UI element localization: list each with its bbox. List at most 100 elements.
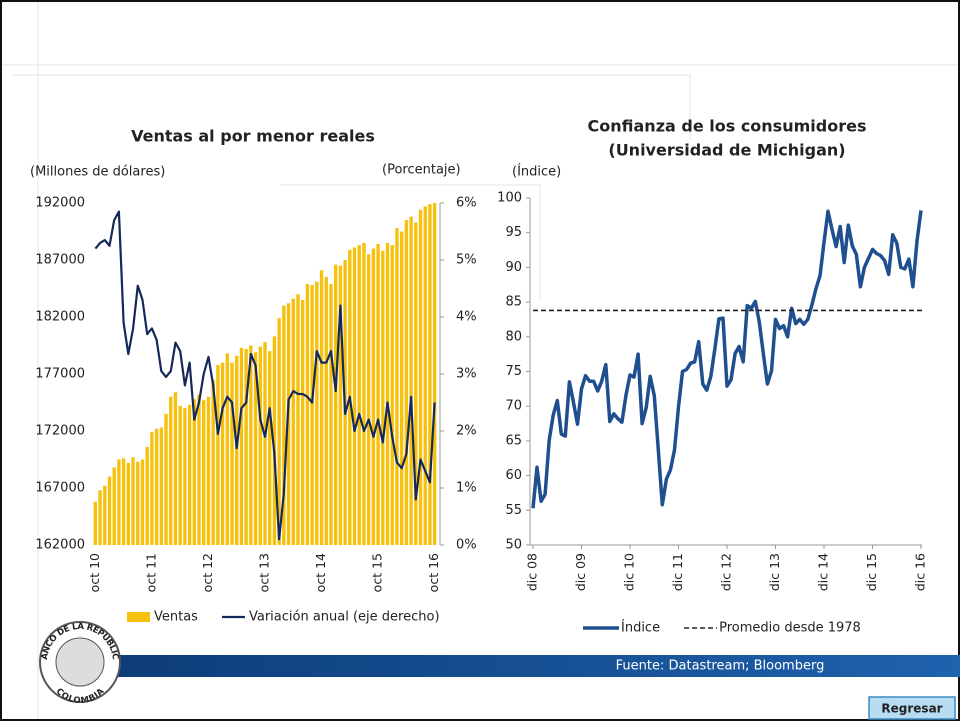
bar <box>333 264 338 545</box>
y-axis-label: (Millones de dólares) <box>30 165 165 180</box>
bar <box>399 231 404 545</box>
bar <box>140 459 145 545</box>
bar <box>225 353 229 545</box>
bar <box>169 396 173 545</box>
bar <box>150 432 154 545</box>
bar <box>310 285 314 545</box>
legend-label: Índice <box>621 620 660 636</box>
bar <box>192 399 197 545</box>
chart-title: Confianza de los consumidores <box>588 117 867 136</box>
bar <box>103 485 107 545</box>
x-tick-label: dic 08 <box>525 553 540 591</box>
button-label[interactable]: Regresar <box>881 702 942 716</box>
x-tick-label: dic 09 <box>573 553 588 591</box>
bar <box>329 283 333 545</box>
y-tick-label: 85 <box>505 295 522 310</box>
x-tick-label: dic 13 <box>767 553 782 591</box>
bar <box>211 379 215 545</box>
y-tick-label: 55 <box>505 503 522 518</box>
y2-tick-label: 6% <box>456 196 477 211</box>
legend-label: Ventas <box>154 610 198 625</box>
bar <box>253 352 258 545</box>
y2-tick-label: 0% <box>456 538 477 553</box>
y-tick-label: 60 <box>505 468 522 483</box>
bar <box>112 467 116 545</box>
bar <box>414 222 418 545</box>
bar <box>244 348 248 545</box>
bar <box>220 362 225 545</box>
y-tick-label: 162000 <box>35 538 85 553</box>
bar <box>98 490 102 545</box>
bar <box>428 204 432 545</box>
x-tick-label: oct 11 <box>143 553 158 592</box>
legend-swatch <box>127 612 150 622</box>
bar <box>178 405 182 545</box>
x-tick-label: oct 15 <box>370 553 385 592</box>
x-tick-label: dic 11 <box>670 553 685 591</box>
legend-label: Promedio desde 1978 <box>719 621 861 636</box>
y-axis-label: (Índice) <box>512 164 561 180</box>
y2-tick-label: 1% <box>456 481 477 496</box>
bar <box>107 476 112 545</box>
bar <box>362 242 366 545</box>
bar <box>385 242 390 545</box>
bar <box>117 459 121 545</box>
footer-bar <box>100 655 960 677</box>
x-tick-label: oct 14 <box>313 553 328 592</box>
bar <box>404 220 409 545</box>
bar <box>432 203 437 545</box>
y2-tick-label: 3% <box>456 367 477 382</box>
y-tick-label: 192000 <box>35 196 85 211</box>
bar <box>296 294 300 545</box>
line <box>531 209 923 509</box>
y2-tick-label: 5% <box>456 253 477 268</box>
chart-subtitle: (Universidad de Michigan) <box>608 141 845 160</box>
bar <box>357 245 361 545</box>
bar <box>282 305 286 545</box>
bar <box>263 342 267 545</box>
bar <box>277 318 281 545</box>
bar <box>305 283 310 545</box>
bar <box>324 277 328 545</box>
bar <box>154 428 159 545</box>
x-tick-label: dic 14 <box>816 553 831 591</box>
bar <box>376 244 380 546</box>
bar <box>395 228 399 545</box>
bar <box>291 298 295 545</box>
bar <box>126 462 131 545</box>
x-tick-label: oct 16 <box>426 553 441 592</box>
bar <box>381 250 385 545</box>
chart-title: Ventas al por menor reales <box>131 127 375 146</box>
bar <box>93 501 98 545</box>
bar <box>315 281 319 545</box>
source: Fuente: Datastream; Bloomberg <box>616 659 825 674</box>
y-tick-label: 50 <box>505 538 522 553</box>
y2-axis-label: (Porcentaje) <box>382 163 461 178</box>
bar <box>390 245 394 545</box>
bar <box>249 345 253 545</box>
bar <box>131 457 135 545</box>
y-tick-label: 80 <box>505 329 522 344</box>
bar <box>352 247 357 545</box>
y-tick-label: 182000 <box>35 310 85 325</box>
x-tick-label: dic 10 <box>622 553 637 591</box>
bar <box>319 270 324 545</box>
bar <box>145 446 149 545</box>
bar <box>202 400 206 545</box>
bar <box>418 209 423 545</box>
x-tick-label: oct 12 <box>200 553 215 592</box>
bar <box>423 206 427 546</box>
bar <box>230 362 234 545</box>
bar <box>183 408 187 545</box>
x-tick-label: oct 10 <box>87 553 102 592</box>
y-tick-label: 90 <box>505 260 522 275</box>
bar <box>371 248 376 545</box>
y-tick-label: 95 <box>505 225 522 240</box>
bar <box>409 216 413 545</box>
bar <box>338 265 343 545</box>
back-button[interactable]: Regresar <box>868 696 956 720</box>
y-tick-label: 167000 <box>35 481 85 496</box>
bar <box>121 458 126 545</box>
bar <box>268 351 272 545</box>
